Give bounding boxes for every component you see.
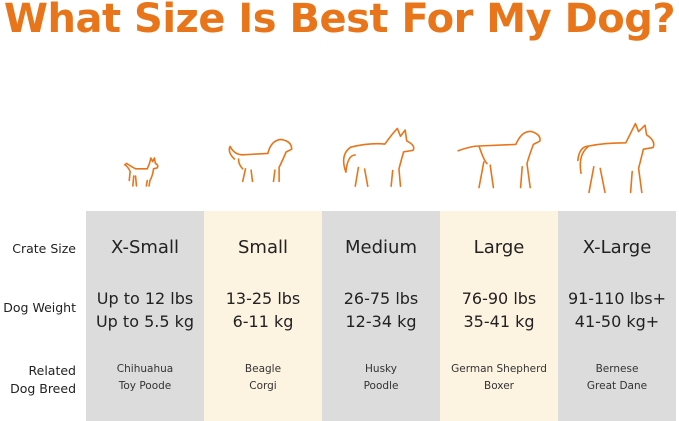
crate-size: Medium — [345, 237, 417, 258]
breed-2: Great Dane — [586, 380, 648, 392]
weight-lbs: 76-90 lbs — [461, 289, 537, 308]
weight-kg: 6-11 kg — [232, 312, 294, 331]
breed-1: Chihuahua — [116, 363, 174, 375]
husky-icon — [342, 127, 415, 187]
breed-1: Husky — [365, 363, 397, 375]
row-label-dog-weight: Dog Weight — [3, 300, 76, 315]
weight-lbs: 13-25 lbs — [225, 289, 301, 308]
related-breeds: Beagle Corgi — [204, 361, 322, 395]
size-column-small: Small 13-25 lbs 6-11 kg Beagle Corgi — [204, 211, 322, 421]
breed-1: German Shepherd — [451, 363, 547, 375]
dog-weight: 13-25 lbs 6-11 kg — [204, 287, 322, 333]
chihuahua-icon — [123, 157, 159, 187]
size-column-x-large: X-Large 91-110 lbs+ 41-50 kg+ Bernese Grea… — [558, 211, 676, 421]
crate-size: X-Small — [111, 237, 179, 258]
row-label-breed-line2: Dog Breed — [10, 381, 76, 396]
dog-weight: 76-90 lbs 35-41 kg — [440, 287, 558, 333]
related-breeds: Husky Poodle — [322, 361, 440, 395]
dog-weight: 91-110 lbs+ 41-50 kg+ — [558, 287, 676, 333]
crate-size: X-Large — [582, 237, 652, 258]
breed-2: Toy Poode — [118, 380, 172, 392]
weight-lbs: 91-110 lbs+ — [567, 289, 667, 308]
weight-kg: 35-41 kg — [463, 312, 535, 331]
weight-lbs: 26-75 lbs — [343, 289, 419, 308]
related-breeds: Bernese Great Dane — [558, 361, 676, 395]
size-column-x-small: X-Small Up to 12 lbs Up to 5.5 kg Chihuah… — [86, 211, 204, 421]
size-column-medium: Medium 26-75 lbs 12-34 kg Husky Poodle — [322, 211, 440, 421]
dog-weight: Up to 12 lbs Up to 5.5 kg — [86, 287, 204, 333]
row-label-crate-size: Crate Size — [12, 241, 76, 256]
row-label-breed: Related Dog Breed — [0, 362, 76, 398]
related-breeds: Chihuahua Toy Poode — [86, 361, 204, 395]
dog-weight: 26-75 lbs 12-34 kg — [322, 287, 440, 333]
breed-2: Poodle — [363, 380, 399, 392]
breed-1: Bernese — [595, 363, 639, 375]
weight-lbs: Up to 12 lbs — [96, 289, 194, 308]
breed-2: Boxer — [484, 380, 514, 392]
page-title: What Size Is Best For My Dog? — [3, 0, 676, 42]
breed-1: Beagle — [244, 363, 282, 375]
weight-kg: Up to 5.5 kg — [95, 312, 195, 331]
beagle-icon — [228, 138, 293, 183]
crate-size: Small — [238, 237, 288, 258]
breed-2: Corgi — [249, 380, 277, 392]
related-breeds: German Shepherd Boxer — [440, 361, 558, 395]
size-column-large: Large 76-90 lbs 35-41 kg German Shepherd B… — [440, 211, 558, 421]
crate-size: Large — [473, 237, 525, 258]
row-label-breed-line1: Related — [28, 363, 76, 378]
great-dane-icon — [577, 122, 655, 194]
weight-kg: 41-50 kg+ — [574, 312, 660, 331]
retriever-icon — [457, 130, 541, 189]
weight-kg: 12-34 kg — [345, 312, 417, 331]
